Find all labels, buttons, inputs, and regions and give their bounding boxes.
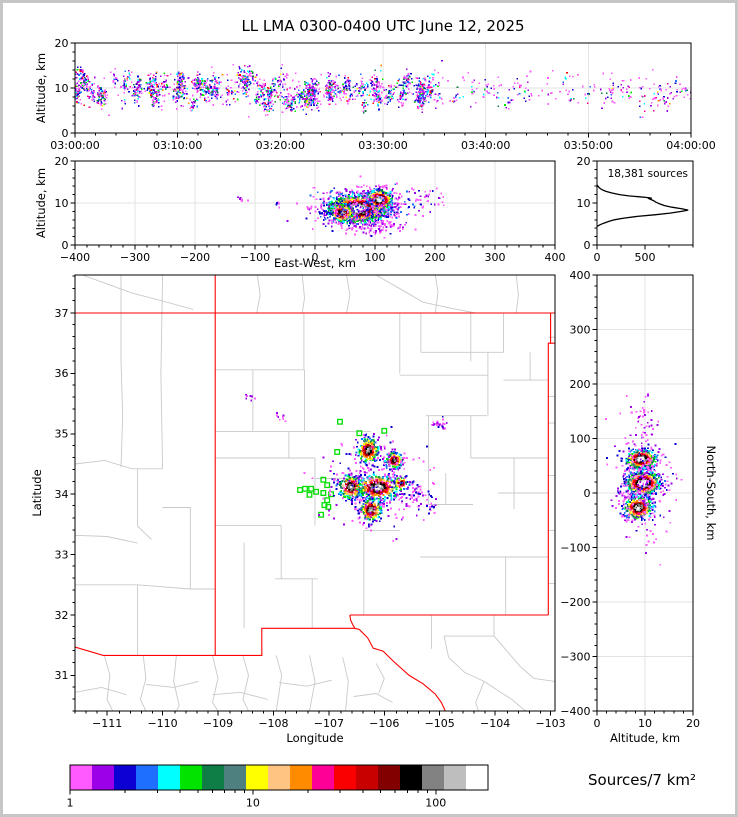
- ew-panel-ylabel: Altitude, km: [34, 168, 48, 238]
- tick-label: 32: [55, 609, 69, 622]
- tick-label: 300: [570, 323, 591, 336]
- tick-label: 03:40:00: [461, 139, 510, 152]
- map-frame: −111 −110 −109 −108 −107 −106 −105 −104 −103 31 32…: [55, 274, 566, 730]
- tick-label: −105: [425, 717, 455, 730]
- colorbar-tick-label: 1: [67, 797, 74, 810]
- colorbar-tick-label: 100: [425, 797, 446, 810]
- ns-frame: 0 10 20 400 300 200 100 0 −100 −200 −300 −400: [560, 269, 700, 730]
- tick-label: −104: [480, 717, 510, 730]
- colorbar-title: Sources/7 km²: [588, 771, 696, 789]
- tick-label: 04:00:00: [666, 139, 715, 152]
- map-source-scatter: [245, 393, 448, 542]
- tick-label: 10: [638, 717, 652, 730]
- tick-label: 31: [55, 669, 69, 682]
- tick-label: 100: [570, 432, 591, 445]
- altitude-histogram-curve: [597, 184, 689, 228]
- tick-label: 03:30:00: [358, 139, 407, 152]
- tick-label: 0: [312, 251, 319, 264]
- state-boundaries: [75, 275, 555, 711]
- tick-label: −107: [314, 717, 344, 730]
- tick-label: 0: [594, 717, 601, 730]
- tick-label: −200: [560, 596, 590, 609]
- ew-panel-xlabel: East-West, km: [274, 256, 356, 270]
- tick-label: 03:20:00: [256, 139, 305, 152]
- tick-label: 03:00:00: [50, 139, 99, 152]
- tick-label: 37: [55, 307, 69, 320]
- tick-label: 400: [570, 269, 591, 282]
- tick-label: 0: [584, 239, 591, 252]
- tick-label: 34: [55, 488, 69, 501]
- ew-axes: [75, 161, 555, 245]
- colorbar: 1 10 100: [67, 764, 489, 810]
- tick-label: −400: [60, 251, 90, 264]
- tick-label: −300: [560, 650, 590, 663]
- county-boundaries: [75, 275, 555, 711]
- tick-label: 36: [55, 367, 69, 380]
- tick-label: 20: [577, 155, 591, 168]
- tick-label: 10: [55, 82, 69, 95]
- tick-label: −100: [560, 541, 590, 554]
- tick-label: 20: [686, 717, 700, 730]
- tick-label: 200: [570, 378, 591, 391]
- tick-label: −200: [180, 251, 210, 264]
- tick-label: −109: [203, 717, 233, 730]
- tick-label: −400: [560, 705, 590, 718]
- tick-label: 20: [55, 37, 69, 50]
- colorbar-tick-label: 10: [246, 797, 260, 810]
- time-frame: 03:00:00 03:10:00 03:20:00 03:30:00 03:40:00…: [50, 37, 715, 152]
- figure-title: LL LMA 0300-0400 UTC June 12, 2025: [241, 17, 524, 35]
- hist-frame: 0 500 0 10 20: [577, 155, 694, 264]
- map-ylabel: Latitude: [30, 469, 44, 516]
- tick-label: 0: [62, 239, 69, 252]
- ns-height-scatter: [605, 393, 683, 566]
- tick-label: −106: [369, 717, 399, 730]
- source-count-annotation: 18,381 sources: [608, 168, 688, 180]
- tick-label: −100: [240, 251, 270, 264]
- ns-axes: [597, 275, 693, 711]
- lma-station-markers: [297, 418, 388, 518]
- tick-label: −300: [120, 251, 150, 264]
- tick-label: 0: [594, 251, 601, 264]
- tick-label: 33: [55, 548, 69, 561]
- tick-label: −111: [92, 717, 122, 730]
- ns-panel-ylabel: North-South, km: [704, 446, 718, 541]
- tick-label: 20: [55, 155, 69, 168]
- tick-label: −108: [258, 717, 288, 730]
- time-height-scatter: [75, 59, 691, 119]
- tick-label: 10: [577, 197, 591, 210]
- tick-label: 35: [55, 428, 69, 441]
- tick-label: 03:50:00: [564, 139, 613, 152]
- tick-label: 0: [584, 487, 591, 500]
- plot-panels: 03:00:00 03:10:00 03:20:00 03:30:00 03:40:00…: [50, 37, 715, 810]
- tick-label: 400: [545, 251, 566, 264]
- map-xlabel: Longitude: [286, 731, 343, 745]
- ew-height-scatter: [237, 175, 445, 239]
- time-panel-ylabel: Altitude, km: [34, 53, 48, 123]
- tick-label: −110: [147, 717, 177, 730]
- tick-label: −103: [535, 717, 565, 730]
- tick-label: 200: [425, 251, 446, 264]
- tick-label: 500: [635, 251, 656, 264]
- ew-frame: −400 −300 −200 −100 0 100 200 300 400 0 10 20: [55, 155, 566, 264]
- tick-label: 0: [62, 127, 69, 140]
- tick-label: 10: [55, 197, 69, 210]
- tick-label: 03:10:00: [153, 139, 202, 152]
- figure-canvas: 03:00:00 03:10:00 03:20:00 03:30:00 03:40:00…: [30, 17, 718, 810]
- ns-panel-xlabel: Altitude, km: [610, 731, 680, 745]
- tick-label: 300: [485, 251, 506, 264]
- tick-label: 100: [365, 251, 386, 264]
